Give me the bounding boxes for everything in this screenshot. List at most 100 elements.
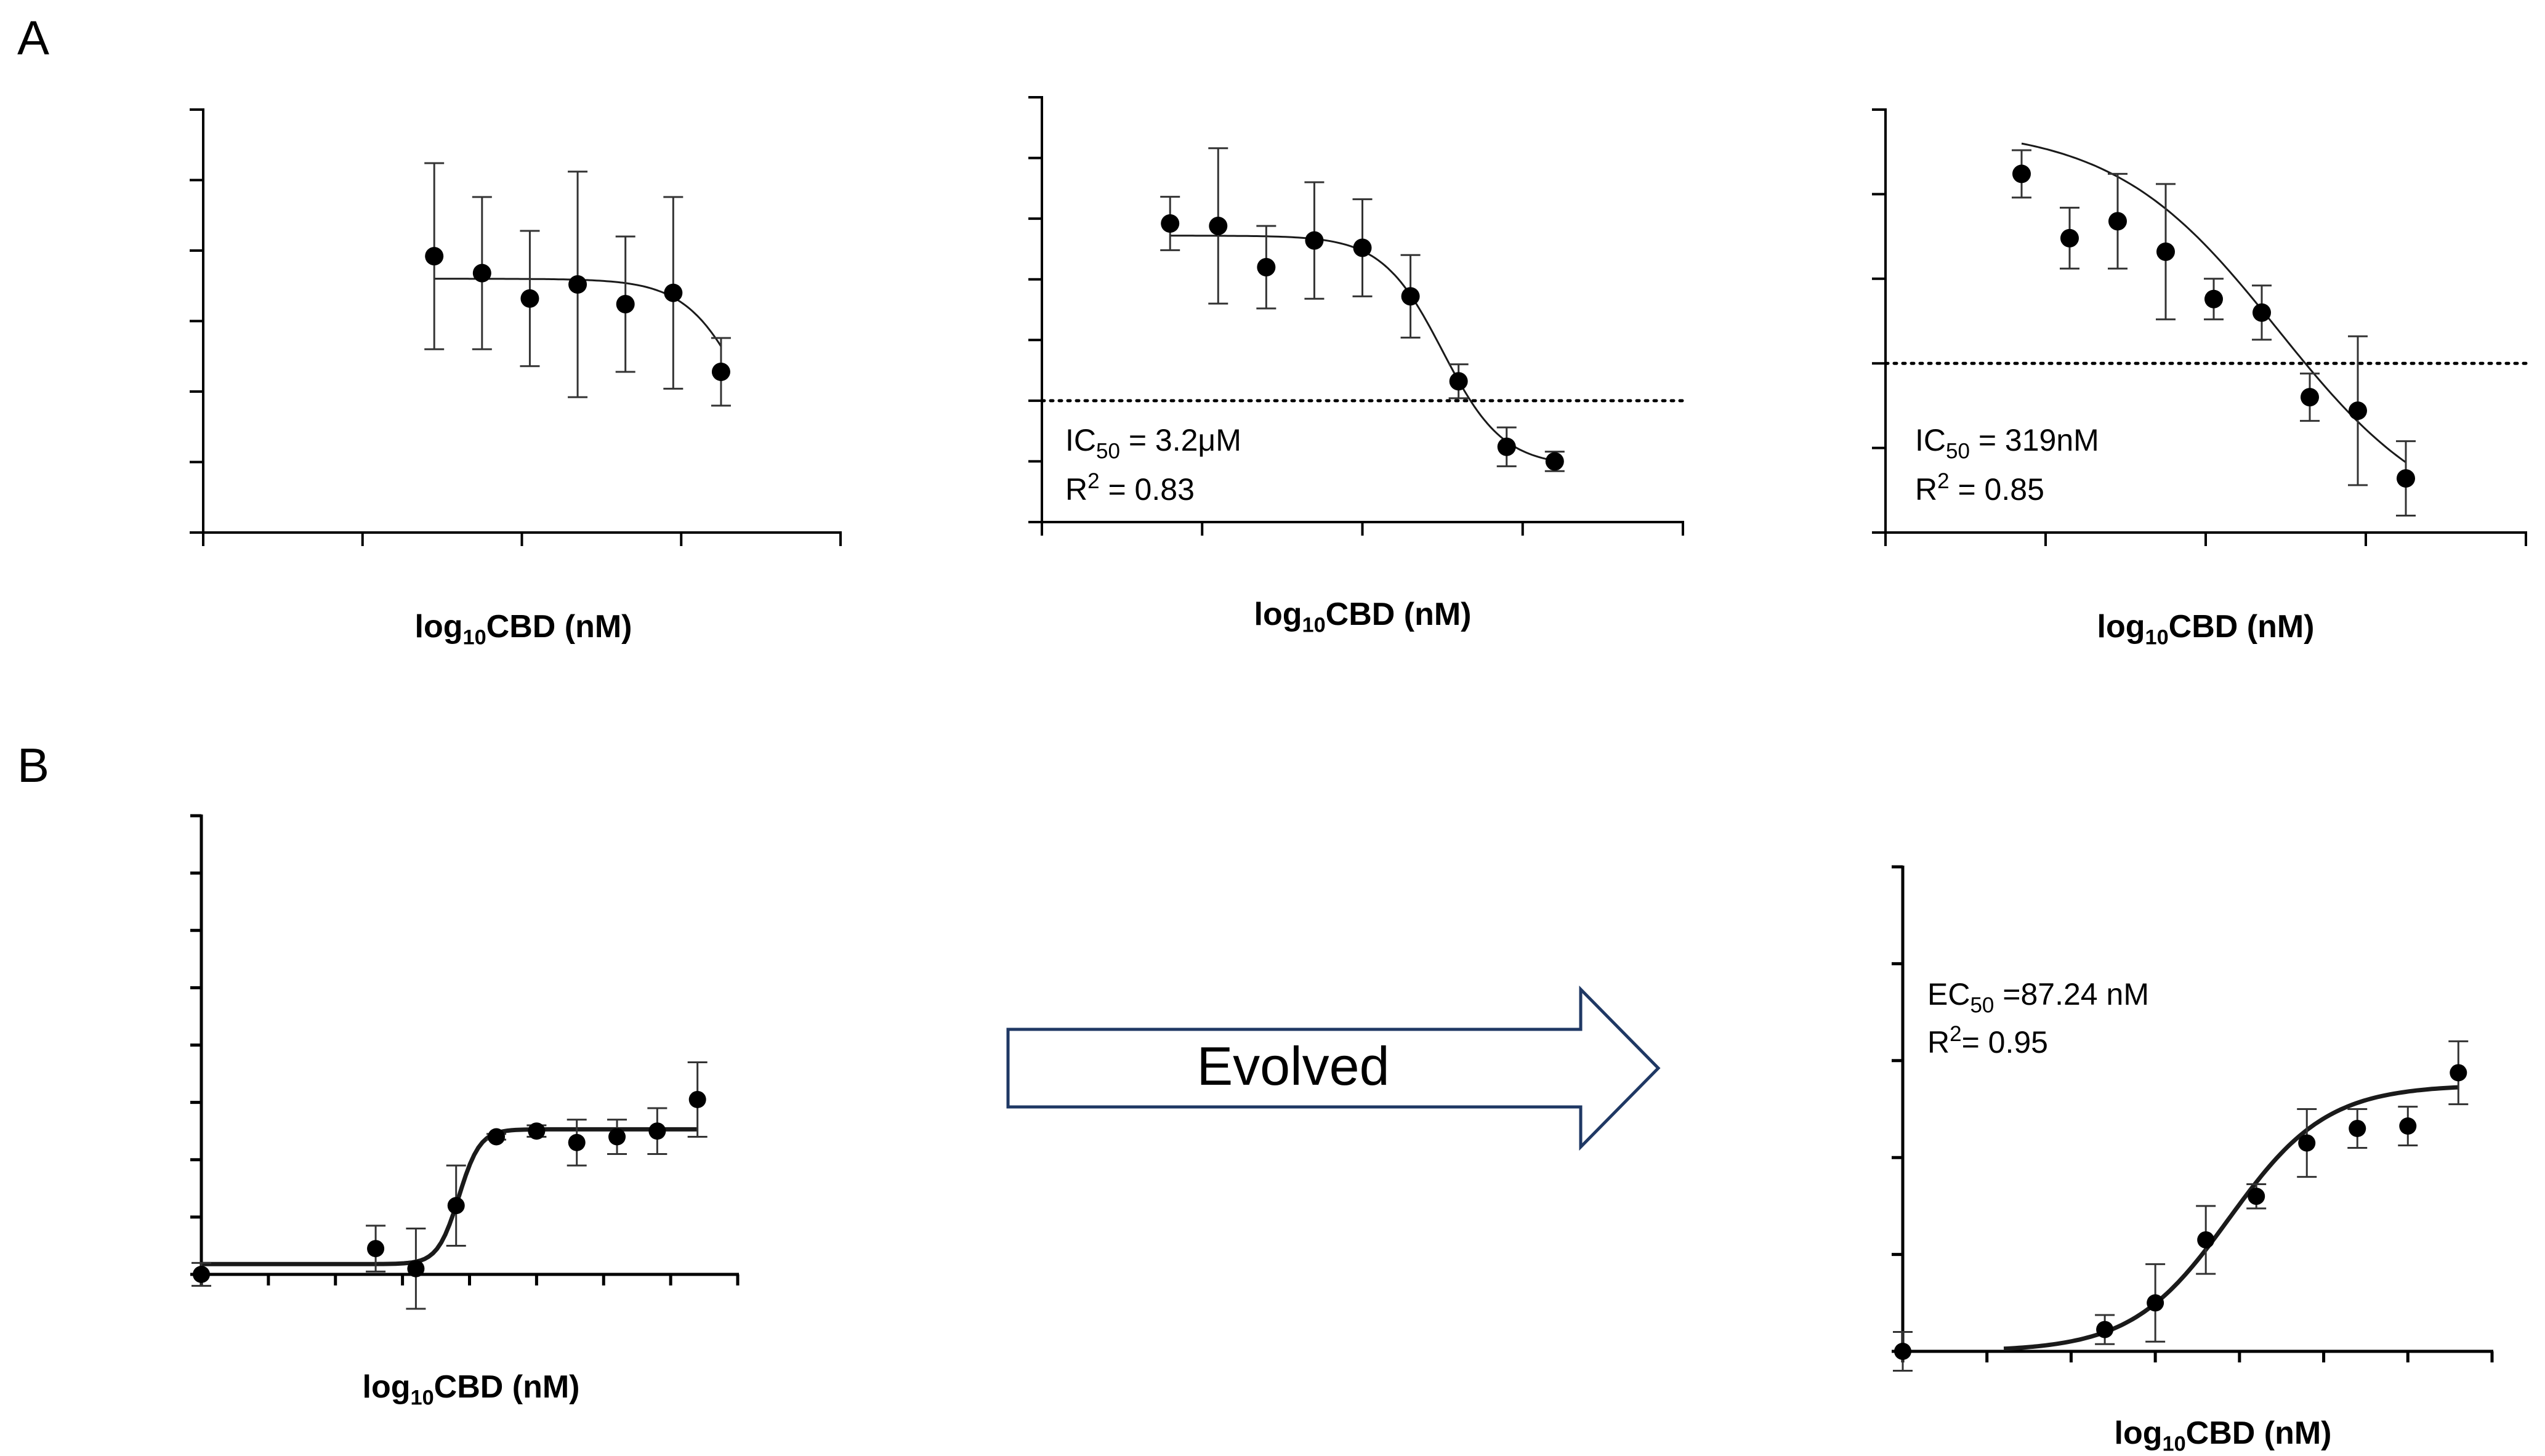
annotation-main: R (1927, 1025, 1950, 1060)
annotation-subscript: 50 (1970, 994, 1994, 1018)
data-point (2253, 303, 2271, 322)
annotation-main: IC (1915, 423, 1946, 457)
data-point (407, 1260, 425, 1277)
panel-label-b: B (17, 738, 49, 792)
x-axis-label-subscript: 10 (1302, 613, 1325, 637)
data-point (1305, 231, 1324, 250)
data-point (2397, 469, 2415, 488)
data-point (2248, 1188, 2265, 1205)
data-point (367, 1240, 385, 1258)
annotation-superscript: 2 (1087, 469, 1099, 493)
x-axis-label-main: log (1254, 597, 1302, 632)
data-point (2204, 289, 2223, 308)
x-axis-label: log10CBD (nM) (1254, 597, 1472, 637)
annotation-subscript: 50 (1096, 440, 1120, 464)
x-axis-label-main: log (2097, 609, 2145, 645)
annotation-rest: = 0.95 (1962, 1025, 2048, 1060)
data-point (520, 289, 539, 308)
data-point (2147, 1294, 2164, 1312)
x-axis-label-rest: CBD (nM) (434, 1369, 580, 1405)
potency-annotation: IC50 = 319nM (1915, 423, 2099, 464)
data-point (608, 1128, 626, 1146)
data-point (528, 1122, 546, 1140)
data-point (2096, 1321, 2114, 1338)
data-point (711, 362, 730, 381)
annotation-main: IC (1065, 423, 1096, 457)
data-point (1449, 372, 1468, 391)
data-point (488, 1128, 506, 1146)
x-axis-label: log10CBD (nM) (2097, 609, 2315, 649)
data-point (568, 275, 587, 294)
x-axis-label-main: log (415, 609, 463, 645)
data-point (472, 263, 491, 283)
x-axis-label: log10CBD (nM) (415, 609, 632, 649)
x-axis-label-main: log (363, 1369, 411, 1405)
r-squared-annotation: R2 = 0.85 (1915, 469, 2044, 507)
annotation-rest: = 319nM (1970, 423, 2099, 457)
data-point (2450, 1064, 2467, 1082)
annotation-main: EC (1927, 977, 1970, 1012)
annotation-superscript: 2 (1950, 1022, 1961, 1046)
r-squared-annotation: R2= 0.95 (1927, 1022, 2048, 1060)
data-point (447, 1197, 465, 1215)
potency-annotation: IC50 = 3.2μM (1065, 423, 1241, 464)
data-point (2349, 1119, 2366, 1137)
annotation-rest: = 0.83 (1100, 472, 1195, 507)
data-point (616, 295, 635, 314)
data-point (425, 247, 444, 266)
data-point (2349, 401, 2367, 420)
annotation-rest: =87.24 nM (1994, 977, 2149, 1012)
x-axis-label-rest: CBD (nM) (1326, 597, 1472, 632)
x-axis-label-subscript: 10 (2162, 1432, 2185, 1455)
data-point (1894, 1343, 1911, 1360)
x-axis-label-subscript: 10 (462, 625, 486, 649)
annotation-superscript: 2 (1937, 469, 1949, 493)
data-point (1545, 452, 1564, 471)
r-squared-annotation: R2 = 0.83 (1065, 469, 1195, 507)
data-point (1497, 437, 1516, 456)
chart-ancestral: log10CBD (nM) (190, 108, 842, 649)
data-point (1353, 238, 1372, 257)
data-point (193, 1266, 210, 1283)
annotation-subscript: 50 (1946, 440, 1970, 464)
data-point (2060, 228, 2079, 247)
annotation-rest: = 0.85 (1950, 472, 2044, 507)
potency-annotation: EC50 =87.24 nM (1927, 977, 2149, 1018)
fit-curve (2003, 1085, 2459, 1351)
x-axis-label-rest: CBD (nM) (2186, 1415, 2332, 1451)
evolved-arrow: Evolved (1006, 985, 1661, 1151)
x-axis-label-main: log (2115, 1415, 2163, 1451)
data-point (568, 1133, 586, 1151)
data-point (2197, 1231, 2215, 1249)
x-axis-label: log10CBD (nM) (363, 1369, 580, 1409)
data-point (664, 283, 683, 302)
fit-curve (2021, 142, 2406, 464)
chart-wa1-plaque: log10CBD (nM) (190, 814, 740, 1409)
data-point (1257, 258, 1276, 276)
annotation-main: R (1915, 472, 1937, 507)
annotation-rest: = 3.2μM (1120, 423, 1241, 457)
evolved-arrow-label: Evolved (1196, 1036, 1389, 1096)
data-point (2301, 388, 2319, 407)
x-axis-label-rest: CBD (nM) (2169, 609, 2315, 645)
data-point (648, 1122, 666, 1140)
data-point (2012, 164, 2031, 183)
chart-delta: log10CBD (nM) IC50 = 3.2μM R2 = 0.83 (1028, 96, 1685, 637)
x-axis-label-subscript: 10 (2145, 625, 2168, 649)
panel-label-a: A (17, 10, 49, 65)
data-point (2298, 1134, 2316, 1152)
data-point (2156, 242, 2175, 261)
data-point (1209, 216, 1228, 235)
data-point (1161, 214, 1180, 233)
x-axis-label: log10CBD (nM) (2115, 1415, 2332, 1455)
x-axis-label-subscript: 10 (410, 1386, 434, 1409)
chart-omicron-infection: log10CBD (nM) IC50 = 319nM R2 = 0.85 (1872, 108, 2528, 649)
x-axis-label-rest: CBD (nM) (486, 609, 632, 645)
data-point (2399, 1117, 2417, 1135)
data-point (688, 1090, 706, 1108)
data-point (1401, 287, 1420, 306)
data-point (2108, 212, 2127, 231)
chart-omicron-plaque: log10CBD (nM) EC50 =87.24 nM R2= 0.95 (1892, 865, 2494, 1455)
